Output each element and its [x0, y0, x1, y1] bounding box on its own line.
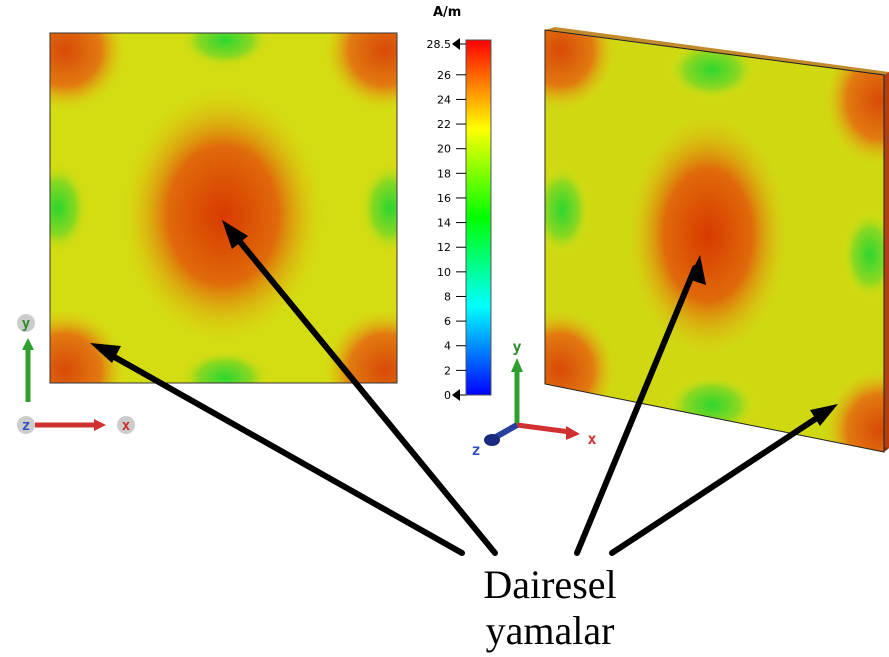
- x-axis-label-3d: x: [587, 430, 596, 448]
- colorbar-tick-label: 0: [444, 389, 451, 402]
- arrow-to-right-corner: [609, 409, 829, 556]
- x-axis-label: x: [122, 418, 131, 434]
- x-axis-badge: [117, 416, 135, 434]
- arrowhead-left-corner: [90, 343, 121, 363]
- colorbar-tick-label: 6: [444, 315, 451, 328]
- colorbar-tick-label: 20: [437, 143, 451, 156]
- colorbar-min-marker: [452, 389, 460, 401]
- colorbar-tick-label: 10: [437, 266, 451, 279]
- colorbar-tick-label: 14: [437, 217, 451, 230]
- colorbar-tick-label: 24: [437, 93, 451, 106]
- arrow-to-left-center: [229, 229, 498, 556]
- z-axis-arrow-3d: [492, 422, 519, 441]
- colorbar-tick-label: 16: [437, 192, 451, 205]
- arrowhead-right-center: [688, 255, 706, 285]
- arrow-to-left-corner: [99, 347, 465, 556]
- colorbar-tick-label: 8: [444, 290, 451, 303]
- colorbar-tick-label: 26: [437, 69, 451, 82]
- caption-line-2: yamalar: [485, 608, 615, 653]
- colorbar-unit-label: A/m: [433, 5, 462, 20]
- plate-top-edge: [545, 27, 889, 75]
- colorbar-tick-label: 2: [444, 364, 451, 377]
- y-axis-label-3d: y: [512, 338, 521, 356]
- arrowhead-left-center: [222, 220, 248, 249]
- colorbar-tick-label: 12: [437, 241, 451, 254]
- colorbar-tick-label: 22: [437, 118, 451, 131]
- arrow-to-right-center: [574, 265, 698, 556]
- y-axis-label: y: [22, 316, 31, 332]
- colorbar-tick-label: 28.5: [427, 38, 452, 51]
- caption-line-1: Dairesel: [483, 562, 617, 607]
- z-axis-badge: [17, 416, 35, 434]
- z-axis-label: z: [22, 418, 30, 434]
- colorbar-tick-label: 18: [437, 167, 451, 180]
- z-axis-label-3d: z: [471, 441, 480, 459]
- x-axis-arrow-3d: [516, 422, 571, 435]
- plate-side-edge: [884, 72, 889, 452]
- caption: Dairesel yamalar: [390, 562, 710, 654]
- y-axis-badge: [17, 314, 35, 332]
- colorbar-max-marker: [452, 38, 460, 50]
- colorbar-gradient: [465, 39, 492, 396]
- arrowhead-right-corner: [810, 404, 838, 426]
- colorbar-tick-label: 4: [444, 340, 451, 353]
